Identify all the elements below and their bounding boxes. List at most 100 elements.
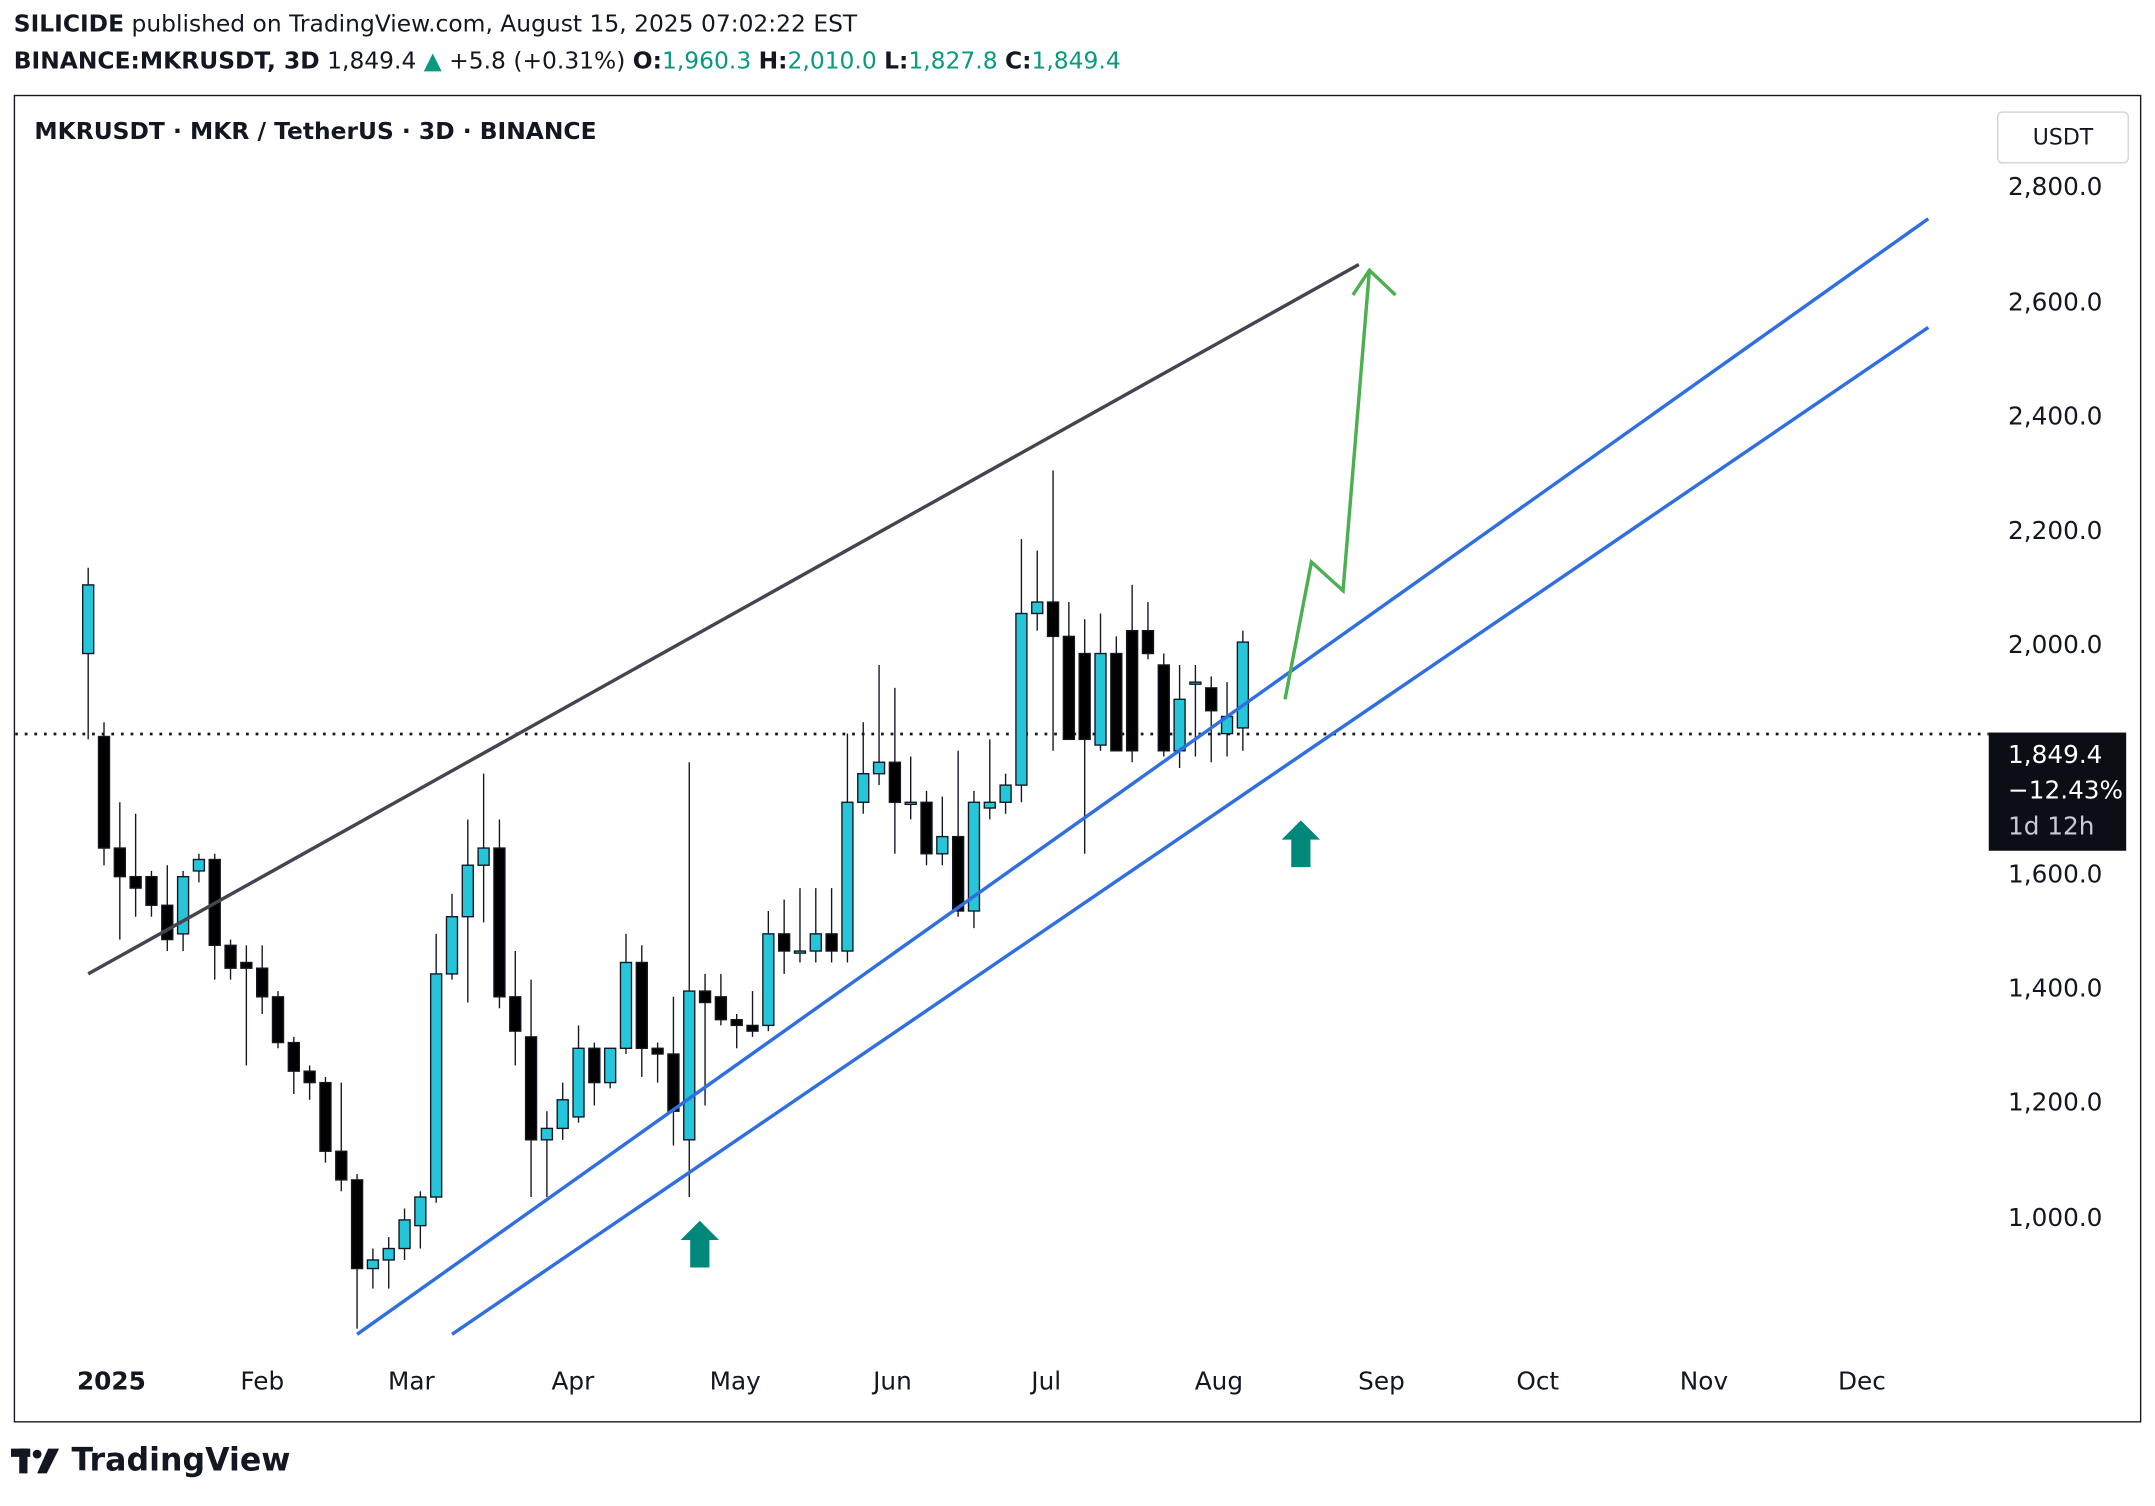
candle-down[interactable] (524, 1036, 538, 1141)
x-tick-label: Nov (1679, 1367, 1729, 1397)
candle-down[interactable] (746, 1024, 759, 1032)
candle-up[interactable] (1094, 652, 1107, 746)
resistance-trendline[interactable] (87, 263, 1360, 976)
candle-up[interactable] (793, 950, 807, 954)
candle-up[interactable] (429, 973, 443, 1198)
x-tick-label: Apr (551, 1367, 595, 1397)
candle-down[interactable] (335, 1150, 348, 1181)
close-label: C: (1005, 48, 1032, 76)
candle-down[interactable] (1046, 601, 1060, 638)
candle-down[interactable] (161, 904, 174, 941)
last-price-tag: 1,849.4 −12.43% 1d 12h (1988, 732, 2127, 851)
candle-up[interactable] (461, 864, 474, 918)
candle-up[interactable] (841, 801, 854, 952)
tradingview-logo[interactable]: TradingView (10, 1443, 290, 1479)
candle-down[interactable] (113, 847, 127, 878)
currency-button[interactable]: USDT (1997, 111, 2129, 164)
symbol-full: BINANCE:MKRUSDT, 3D (13, 48, 320, 76)
candle-down[interactable] (1141, 629, 1155, 655)
candle-down[interactable] (287, 1041, 300, 1072)
candle-down[interactable] (1205, 687, 1218, 712)
candle-up[interactable] (809, 933, 822, 952)
candle-down[interactable] (255, 967, 269, 998)
publish-line: SILICIDE published on TradingView.com, A… (14, 11, 857, 38)
candle-down[interactable] (730, 1018, 743, 1027)
candle-up[interactable] (762, 933, 775, 1027)
candle-down[interactable] (271, 996, 285, 1044)
last-price-tag-percent: −12.43% (2007, 776, 2124, 806)
candle-up[interactable] (872, 761, 886, 775)
candle-down[interactable] (588, 1047, 601, 1084)
y-tick-label: 1,600.0 (2007, 860, 2103, 890)
last-price: 1,849.4 (327, 48, 417, 76)
change-up-icon: ▲ (423, 48, 442, 76)
candle-up[interactable] (445, 916, 459, 975)
candle-down[interactable] (920, 801, 933, 855)
candle-up[interactable] (556, 1099, 569, 1130)
candle-up[interactable] (572, 1047, 585, 1118)
channel-upper-line[interactable] (356, 217, 1930, 1336)
candle-up[interactable] (1189, 681, 1202, 685)
candle-down[interactable] (319, 1081, 332, 1152)
tradingview-logo-icon (10, 1448, 60, 1474)
candle-up[interactable] (1173, 698, 1186, 752)
candle-down[interactable] (240, 961, 253, 969)
candle-up[interactable] (192, 858, 206, 872)
channel-lower-line[interactable] (451, 326, 1930, 1336)
candle-down[interactable] (493, 847, 506, 998)
candle-down[interactable] (1062, 635, 1076, 741)
candle-up[interactable] (619, 961, 633, 1049)
candle-up[interactable] (366, 1259, 380, 1270)
candle-down[interactable] (888, 761, 902, 803)
candle-up[interactable] (176, 875, 190, 935)
candle-up[interactable] (82, 584, 95, 655)
candle-down[interactable] (714, 996, 728, 1021)
candle-down[interactable] (509, 996, 522, 1032)
candle-down[interactable] (951, 835, 965, 912)
candle-down[interactable] (97, 735, 111, 849)
y-tick-label: 1,000.0 (2007, 1203, 2103, 1233)
high-label: H: (758, 48, 788, 76)
y-tick-label: 2,800.0 (2007, 173, 2103, 203)
candle-down[interactable] (303, 1070, 316, 1084)
candle-down[interactable] (1078, 652, 1091, 741)
x-tick-label: Oct (1516, 1367, 1560, 1397)
candle-up[interactable] (540, 1127, 554, 1141)
candle-down[interactable] (698, 990, 712, 1004)
candle-down[interactable] (651, 1047, 664, 1055)
candle-up[interactable] (936, 835, 949, 855)
candle-up[interactable] (999, 784, 1012, 803)
candle-down[interactable] (129, 875, 142, 889)
candle-up[interactable] (683, 990, 696, 1141)
x-tick-label: Dec (1837, 1367, 1886, 1397)
candle-down[interactable] (777, 933, 791, 952)
candle-up[interactable] (967, 801, 981, 912)
candle-up[interactable] (414, 1196, 427, 1227)
candle-down[interactable] (1110, 652, 1123, 752)
y-tick-label: 2,200.0 (2007, 516, 2103, 546)
candle-up[interactable] (983, 801, 996, 809)
candle-up[interactable] (477, 847, 490, 866)
candle-down[interactable] (1157, 664, 1170, 752)
chart-plot[interactable] (15, 96, 2141, 1422)
x-tick-label: 2025 (76, 1367, 146, 1397)
candle-down[interactable] (145, 875, 158, 906)
candle-up[interactable] (1031, 601, 1044, 615)
candle-up[interactable] (382, 1247, 395, 1261)
candle-down[interactable] (667, 1053, 680, 1112)
candle-down[interactable] (635, 961, 648, 1049)
candle-up[interactable] (1236, 641, 1250, 729)
candle-up[interactable] (904, 801, 917, 806)
author-name[interactable]: SILICIDE (13, 10, 125, 39)
candle-up[interactable] (857, 772, 870, 803)
candle-down[interactable] (224, 944, 237, 969)
candle-up[interactable] (398, 1219, 411, 1250)
candle-down[interactable] (825, 933, 838, 952)
candle-down[interactable] (350, 1179, 364, 1270)
candle-up[interactable] (603, 1047, 617, 1084)
projection-path[interactable] (1283, 270, 1372, 700)
candle-down[interactable] (1125, 629, 1139, 752)
candle-up[interactable] (1015, 612, 1028, 786)
x-tick-label: May (709, 1367, 761, 1397)
chart-frame[interactable]: MKRUSDT · MKR / TetherUS · 3D · BINANCE … (13, 94, 2142, 1423)
